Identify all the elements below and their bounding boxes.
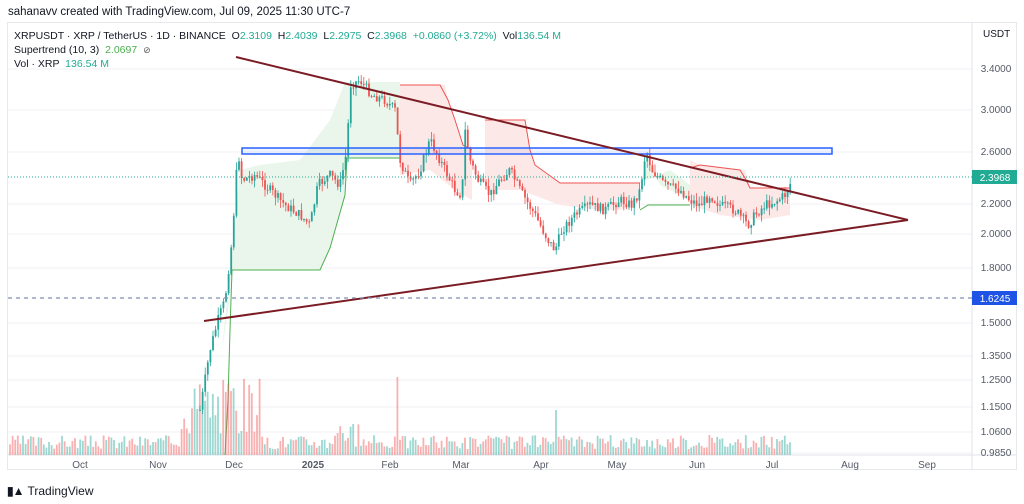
high-value: 2.4039: [285, 30, 318, 42]
price-axis: 3.4000 3.0000 2.6000 2.2000 2.0000 1.800…: [981, 64, 1012, 459]
svg-text:Feb: Feb: [381, 460, 399, 471]
time-axis: Oct Nov Dec 2025 Feb Mar Apr May Jun Jul…: [72, 460, 936, 471]
volume-value: 136.54 M: [65, 58, 109, 70]
svg-text:2.2000: 2.2000: [981, 199, 1012, 210]
low-label: L: [323, 30, 330, 42]
volume-label[interactable]: Vol · XRP: [14, 58, 60, 70]
open-value: 2.3109: [239, 30, 272, 42]
svg-text:Sep: Sep: [918, 460, 936, 471]
descending-trendline[interactable]: [235, 56, 909, 221]
svg-text:1.6245: 1.6245: [980, 294, 1011, 305]
svg-text:3.0000: 3.0000: [981, 105, 1012, 116]
currency-label: USDT: [983, 29, 1011, 40]
svg-text:1.3500: 1.3500: [981, 351, 1012, 362]
open-label: O: [231, 30, 240, 42]
svg-text:Apr: Apr: [533, 460, 549, 471]
svg-text:1.5000: 1.5000: [981, 318, 1012, 329]
tradingview-brand[interactable]: ▮▲ TradingView: [7, 484, 94, 498]
grid: [8, 68, 972, 454]
svg-text:0.9850: 0.9850: [981, 448, 1012, 459]
svg-text:Mar: Mar: [452, 460, 470, 471]
close-value: 2.3968: [374, 30, 407, 42]
hidden-eye-icon[interactable]: ⊘: [143, 45, 151, 55]
svg-text:1.8000: 1.8000: [981, 263, 1012, 274]
svg-text:1.2500: 1.2500: [981, 375, 1012, 386]
supertrend-row[interactable]: Supertrend (10, 3) 2.0697 ⊘: [14, 43, 561, 57]
svg-text:2.0000: 2.0000: [981, 229, 1012, 240]
svg-text:Jun: Jun: [689, 460, 705, 471]
symbol-row[interactable]: XRPUSDT · XRP / TetherUS · 1D · BINANCE …: [14, 29, 561, 43]
svg-text:Dec: Dec: [225, 460, 243, 471]
brand-name: TradingView: [27, 484, 94, 498]
resistance-zone[interactable]: [241, 147, 833, 155]
svg-text:3.4000: 3.4000: [981, 64, 1012, 75]
svg-text:Oct: Oct: [72, 460, 88, 471]
volume-bars: [9, 377, 791, 455]
level-badge: 1.6245: [972, 291, 1017, 305]
close-label: C: [367, 30, 375, 42]
svg-text:2.3968: 2.3968: [980, 173, 1011, 184]
svg-text:Jul: Jul: [766, 460, 779, 471]
svg-text:2025: 2025: [302, 460, 325, 471]
svg-text:May: May: [608, 460, 627, 471]
chart-frame[interactable]: [7, 22, 1017, 470]
svg-text:Aug: Aug: [841, 460, 859, 471]
chart-credit: sahanavv created with TradingView.com, J…: [8, 6, 351, 18]
last-price-badge: 2.3968: [972, 170, 1017, 184]
supertrend-label[interactable]: Supertrend (10, 3): [14, 44, 100, 56]
supertrend-value: 2.0697: [105, 44, 138, 56]
svg-text:1.0600: 1.0600: [981, 427, 1012, 438]
ascending-trendline[interactable]: [203, 219, 909, 322]
symbol-name[interactable]: XRPUSDT · XRP / TetherUS · 1D · BINANCE: [14, 30, 226, 42]
change-value: +0.0860 (+3.72%): [412, 30, 497, 42]
high-label: H: [277, 30, 286, 42]
volume-row[interactable]: Vol · XRP 136.54 M: [14, 57, 561, 71]
vol-label: Vol: [502, 30, 518, 42]
svg-text:Nov: Nov: [149, 460, 167, 471]
chart-legend: XRPUSDT · XRP / TetherUS · 1D · BINANCE …: [14, 29, 561, 71]
svg-text:2.6000: 2.6000: [981, 147, 1012, 158]
tradingview-logo-icon: ▮▲: [7, 484, 25, 498]
svg-text:1.1500: 1.1500: [981, 402, 1012, 413]
vol-value: 136.54 M: [517, 30, 562, 42]
low-value: 2.2975: [329, 30, 362, 42]
